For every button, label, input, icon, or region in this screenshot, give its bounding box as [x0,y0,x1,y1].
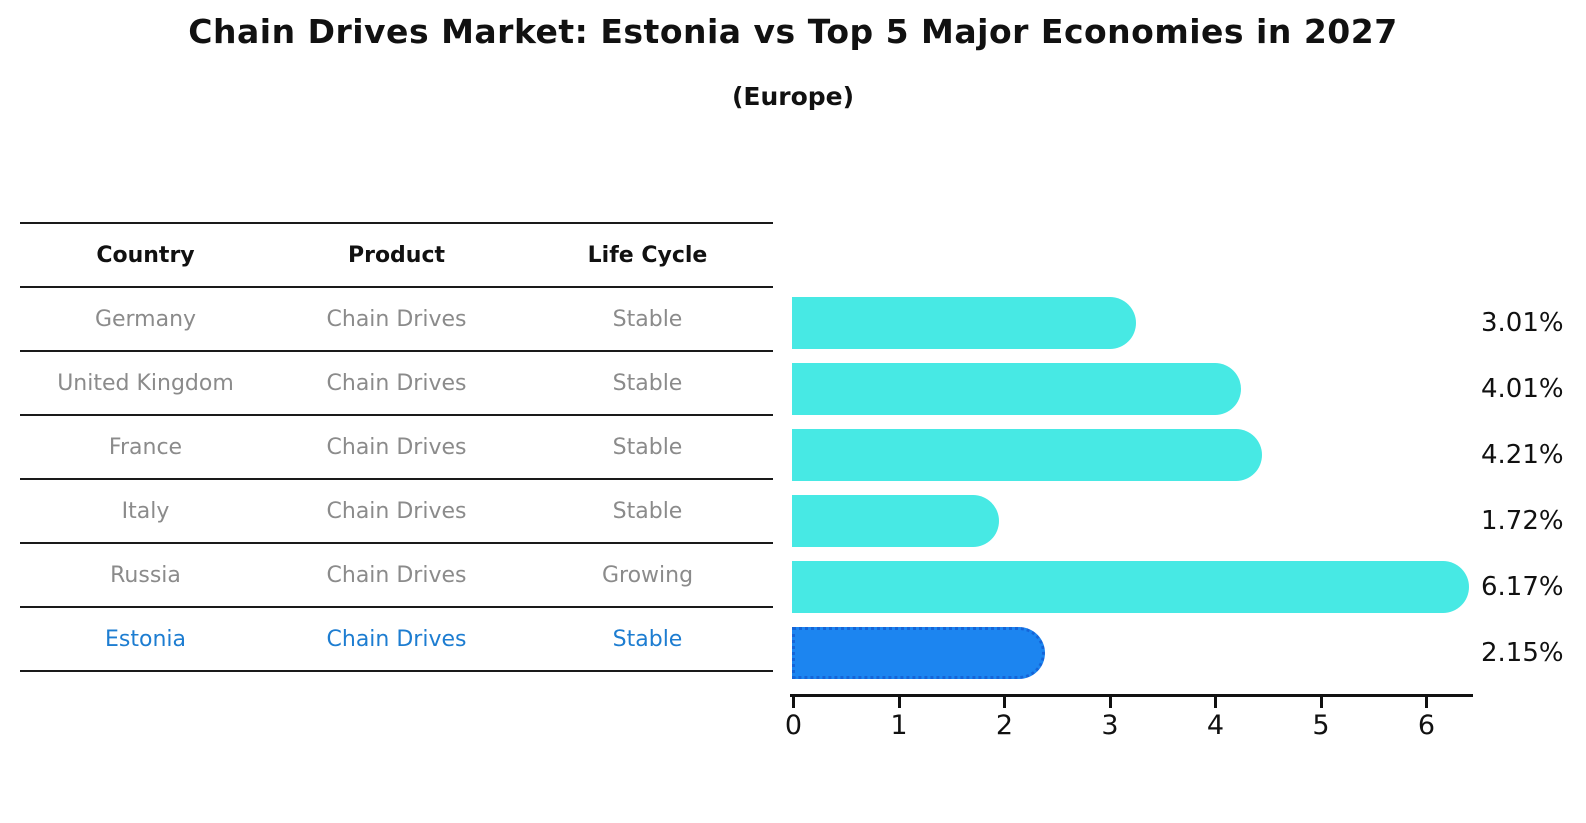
bar-chart [792,290,1473,686]
x-tick-label: 2 [995,710,1014,741]
x-tick-label: 6 [1417,710,1436,741]
product-cell: Chain Drives [326,434,467,460]
value-label: 4.01% [1481,374,1564,404]
column-header-country: Country [96,242,195,268]
x-tick-mark [1108,697,1112,708]
value-row: 4.01% [1481,356,1581,422]
lifecycle-cell: Growing [601,562,694,588]
product-cell: Chain Drives [326,498,467,524]
data-table: Country Product Life Cycle Germany Chain … [20,222,773,672]
page-subtitle: (Europe) [731,82,855,111]
table-row: United Kingdom Chain Drives Stable [20,352,773,416]
country-cell: Germany [94,306,197,332]
value-label: 1.72% [1481,506,1564,536]
bar [792,363,1242,415]
product-cell: Chain Drives [326,562,467,588]
x-tick-mark [1003,697,1006,708]
product-cell: Chain Drives [326,626,467,652]
value-label: 4.21% [1481,440,1564,470]
value-row: 6.17% [1481,554,1581,620]
x-tick-mark [897,697,901,708]
value-row: 3.01% [1481,290,1581,356]
table-row: Estonia Chain Drives Stable [20,608,773,672]
column-header-product: Product [347,242,446,268]
lifecycle-cell: Stable [612,370,683,396]
country-cell: France [108,434,183,460]
x-tick-label: 3 [1101,710,1119,741]
x-tick-mark [1425,697,1428,708]
bar-row [792,422,1473,488]
x-tick-mark [1214,697,1217,708]
bar [792,429,1263,481]
product-cell: Chain Drives [326,370,467,396]
table-row: Russia Chain Drives Growing [20,544,773,608]
bar-row [792,620,1473,686]
table-body: Germany Chain Drives Stable United Kingdom C… [20,288,773,672]
table-row: France Chain Drives Stable [20,416,773,480]
highlight-bar [792,627,1045,679]
bar-row [792,488,1473,554]
value-labels: 3.01% 4.01% 4.21% 1.72% 6.17% 2.15% [1481,290,1581,686]
value-row: 1.72% [1481,488,1581,554]
value-row: 2.15% [1481,620,1581,686]
x-tick-label: 5 [1312,710,1330,741]
value-label: 6.17% [1481,572,1564,602]
country-cell: Italy [121,498,170,524]
column-header-lifecycle: Life Cycle [587,242,708,268]
country-cell: Estonia [105,626,186,652]
page-title: Chain Drives Market: Estonia vs Top 5 Ma… [188,12,1398,51]
lifecycle-cell: Stable [612,626,683,652]
x-tick-mark [1319,697,1323,708]
lifecycle-cell: Stable [612,306,683,332]
bar [792,561,1469,613]
table-header-row: Country Product Life Cycle [20,224,773,288]
table-row: Italy Chain Drives Stable [20,480,773,544]
x-tick-label: 0 [784,710,803,741]
value-label: 3.01% [1481,308,1564,338]
bar-row [792,290,1473,356]
bar-row [792,356,1473,422]
x-tick-label: 4 [1206,710,1225,741]
country-cell: Russia [110,562,181,588]
x-axis: 0 1 2 3 4 5 6 [785,694,1473,754]
country-cell: United Kingdom [57,370,234,396]
x-tick-label: 1 [890,710,908,741]
x-tick-mark [792,697,795,708]
x-axis-line [790,694,1473,697]
lifecycle-cell: Stable [612,498,683,524]
value-row: 4.21% [1481,422,1581,488]
product-cell: Chain Drives [326,306,467,332]
value-label: 2.15% [1481,638,1564,668]
bar [792,297,1136,349]
lifecycle-cell: Stable [612,434,683,460]
bar-row [792,554,1473,620]
table-row: Germany Chain Drives Stable [20,288,773,352]
bar [792,495,1000,547]
